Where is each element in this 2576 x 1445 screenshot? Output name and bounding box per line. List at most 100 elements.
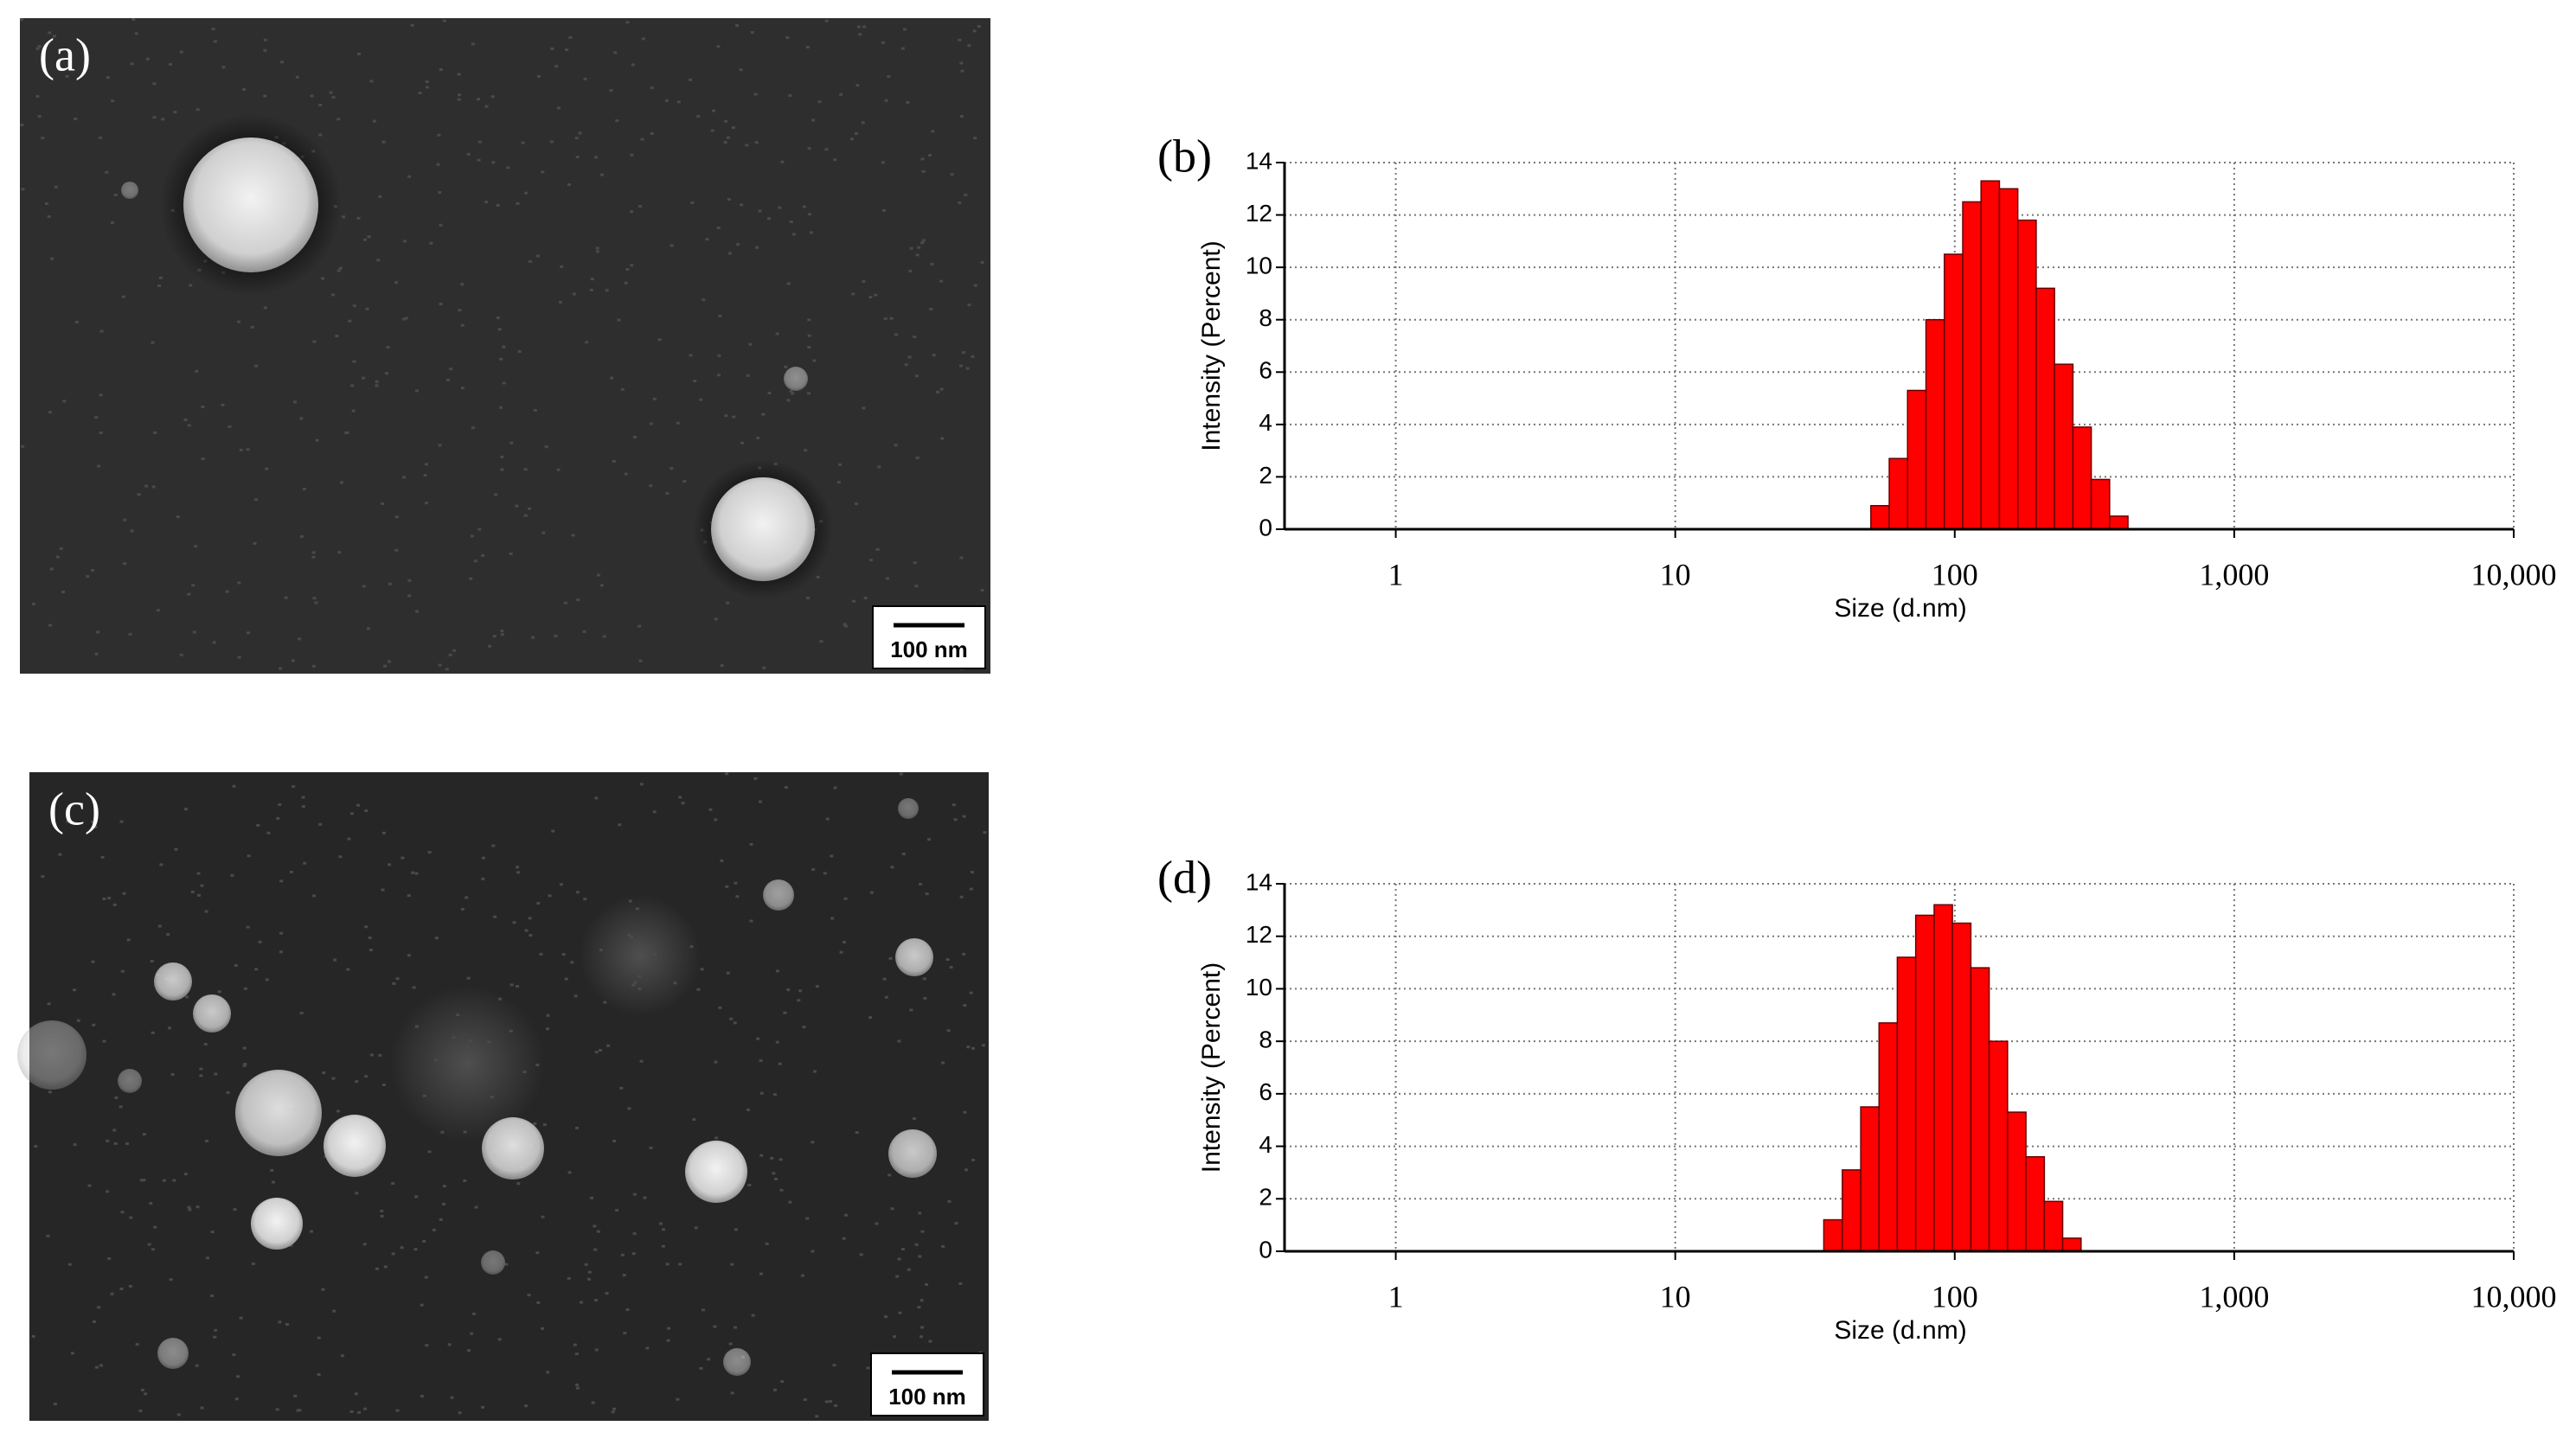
speckle — [791, 233, 796, 236]
speckle — [638, 659, 643, 662]
speckle — [183, 1173, 188, 1176]
speckle — [971, 1158, 976, 1161]
speckle — [798, 989, 803, 993]
speckle — [460, 323, 465, 327]
speckle — [890, 866, 894, 869]
speckle — [49, 567, 54, 571]
speckle — [523, 514, 528, 517]
speckle — [917, 1306, 921, 1309]
speckle — [673, 981, 677, 985]
speckle — [849, 137, 854, 141]
particle — [888, 1129, 937, 1178]
speckle — [368, 936, 372, 939]
speckle — [731, 126, 735, 130]
speckle — [929, 307, 933, 310]
speckle — [437, 133, 441, 137]
speckle — [211, 28, 215, 31]
speckle — [775, 332, 779, 336]
speckle — [413, 1248, 418, 1251]
speckle — [345, 431, 349, 434]
speckle — [894, 333, 898, 336]
speckle — [890, 1207, 894, 1211]
speckle — [599, 948, 603, 951]
speckle — [914, 1243, 919, 1246]
speckle — [331, 96, 336, 99]
speckle — [599, 173, 604, 176]
speckle — [284, 596, 288, 599]
speckle — [868, 1016, 873, 1020]
speckle — [591, 1401, 595, 1404]
speckle — [754, 141, 759, 144]
speckle — [73, 1143, 77, 1147]
speckle — [734, 1326, 738, 1329]
speckle — [630, 153, 634, 157]
speckle — [922, 977, 926, 981]
speckle — [861, 121, 865, 125]
speckle — [317, 1336, 321, 1340]
speckle — [772, 1093, 777, 1097]
speckle — [493, 915, 497, 918]
speckle — [317, 1373, 321, 1377]
y-tick-label: 14 — [1246, 868, 1272, 895]
particle — [711, 477, 815, 581]
speckle — [625, 268, 630, 272]
speckle — [874, 293, 878, 297]
speckle — [917, 246, 921, 249]
scale-bar-box — [872, 605, 986, 669]
speckle — [112, 1129, 117, 1132]
speckle — [100, 855, 105, 859]
speckle — [918, 882, 922, 886]
speckle — [99, 393, 103, 397]
speckle — [862, 25, 867, 29]
speckle — [610, 376, 614, 380]
speckle — [778, 206, 782, 209]
speckle — [253, 541, 257, 545]
speckle — [35, 47, 40, 50]
speckle — [481, 877, 485, 880]
speckle — [188, 1208, 192, 1212]
speckle — [76, 1019, 80, 1022]
speckle — [375, 1267, 379, 1270]
speckle — [971, 355, 975, 358]
speckle — [278, 1320, 282, 1324]
speckle — [807, 147, 811, 150]
speckle — [153, 1225, 157, 1229]
speckle — [331, 293, 336, 297]
speckle — [946, 1029, 951, 1033]
speckle — [612, 1407, 617, 1410]
speckle — [232, 784, 236, 788]
speckle — [920, 157, 925, 161]
speckle — [734, 881, 738, 885]
speckle — [967, 304, 971, 307]
speckle — [694, 1226, 698, 1230]
speckle — [705, 238, 709, 241]
speckle — [714, 1136, 719, 1140]
speckle — [524, 1404, 529, 1408]
speckle — [195, 1205, 200, 1209]
speckle — [807, 346, 811, 349]
panel-label: (b) — [1157, 130, 1212, 182]
speckle — [759, 1272, 763, 1276]
speckle — [772, 1172, 776, 1175]
speckle — [536, 902, 541, 905]
speckle — [230, 873, 234, 877]
speckle — [383, 1265, 388, 1269]
speckle — [422, 1240, 426, 1244]
speckle — [169, 62, 173, 66]
speckle — [931, 130, 935, 133]
speckle — [786, 282, 791, 285]
speckle — [427, 851, 432, 854]
speckle — [516, 871, 520, 874]
speckle — [649, 484, 653, 488]
speckle — [135, 1343, 139, 1346]
speckle — [920, 1326, 925, 1329]
speckle — [310, 94, 314, 98]
speckle — [851, 292, 855, 296]
speckle — [556, 106, 561, 110]
speckle — [649, 422, 653, 425]
bar — [1980, 180, 2001, 530]
speckle — [887, 74, 891, 78]
speckle — [364, 809, 368, 813]
speckle — [969, 887, 973, 891]
speckle — [21, 444, 25, 448]
